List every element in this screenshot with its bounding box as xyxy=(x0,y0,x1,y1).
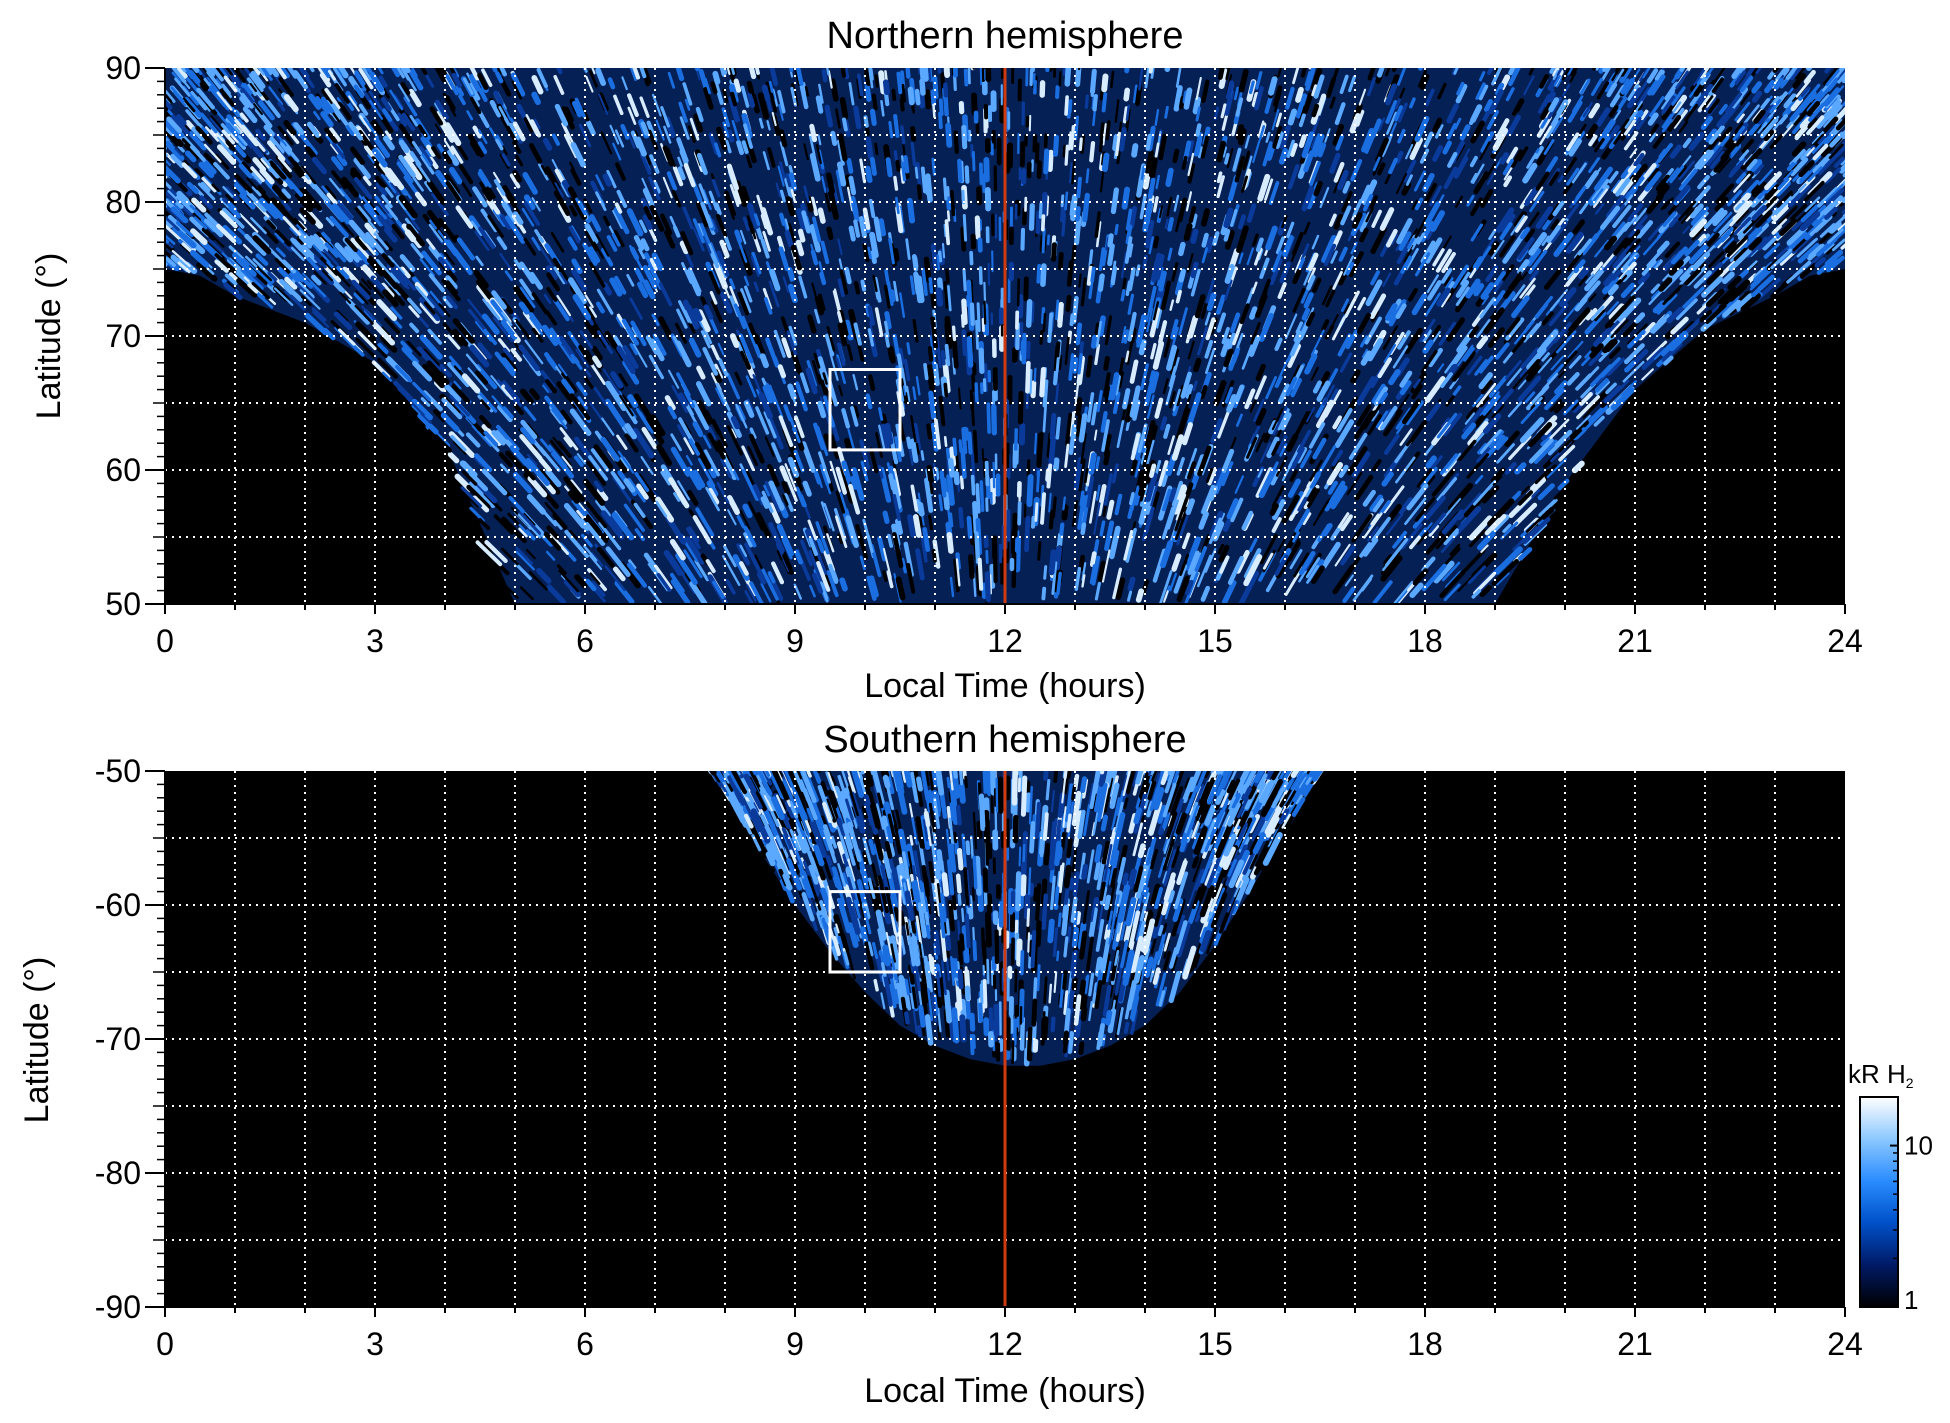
colorbar: kR H2 10 1 xyxy=(1848,1059,1933,1315)
colorbar-ticks: 10 1 xyxy=(1890,1096,1933,1315)
south-x-tick-label: 3 xyxy=(366,1326,384,1362)
colorbar-tick-label: 1 xyxy=(1904,1285,1918,1315)
north-y-tick-label: 80 xyxy=(105,184,141,220)
south-x-tick-label: 18 xyxy=(1407,1326,1443,1362)
north-panel: Northern hemisphere 0 3 6 9 12 15 18 21 24 50 60 70… xyxy=(30,15,1863,705)
north-xlabel: Local Time (hours) xyxy=(864,667,1146,705)
south-xlabel: Local Time (hours) xyxy=(864,1372,1146,1410)
south-y-tick-label: -70 xyxy=(95,1021,141,1057)
south-ylabel: Latitude (°) xyxy=(18,957,56,1124)
colorbar-tick-label: 10 xyxy=(1904,1131,1933,1161)
north-x-tick-label: 9 xyxy=(786,623,804,659)
south-title: Southern hemisphere xyxy=(823,719,1186,761)
north-x-tick-label: 15 xyxy=(1197,623,1233,659)
north-y-tick-label: 50 xyxy=(105,586,141,622)
north-y-tick-label: 70 xyxy=(105,318,141,354)
north-x-tick-label: 3 xyxy=(366,623,384,659)
south-x-tick-label: 9 xyxy=(786,1326,804,1362)
north-x-tick-label: 12 xyxy=(987,623,1023,659)
north-x-tick-label: 24 xyxy=(1827,623,1863,659)
north-y-tick-label: 60 xyxy=(105,452,141,488)
colorbar-label-main: kR H xyxy=(1848,1059,1906,1089)
north-x-tick-label: 0 xyxy=(156,623,174,659)
south-x-tick-label: 24 xyxy=(1827,1326,1863,1362)
south-x-tick-label: 12 xyxy=(987,1326,1023,1362)
south-x-tick-label: 6 xyxy=(576,1326,594,1362)
south-x-tick-label: 21 xyxy=(1617,1326,1653,1362)
north-ylabel: Latitude (°) xyxy=(30,253,68,420)
south-y-tick-label: -60 xyxy=(95,887,141,923)
colorbar-gradient xyxy=(1859,1096,1899,1308)
south-x-tick-label: 0 xyxy=(156,1326,174,1362)
south-panel: Southern hemisphere 0 3 6 9 12 15 18 21 24 -50 -60… xyxy=(18,719,1863,1410)
north-axes: 0 3 6 9 12 15 18 21 24 50 60 70 80 90 xyxy=(105,50,1862,659)
south-y-tick-label: -80 xyxy=(95,1155,141,1191)
south-y-tick-label: -90 xyxy=(95,1289,141,1325)
north-x-tick-label: 6 xyxy=(576,623,594,659)
north-highlight-box xyxy=(828,368,902,452)
colorbar-label-subscript: 2 xyxy=(1906,1075,1914,1091)
south-x-tick-label: 15 xyxy=(1197,1326,1233,1362)
north-y-tick-label: 90 xyxy=(105,50,141,86)
north-x-tick-label: 21 xyxy=(1617,623,1653,659)
north-title: Northern hemisphere xyxy=(827,15,1184,57)
colorbar-label: kR H2 xyxy=(1848,1059,1914,1091)
north-x-tick-label: 18 xyxy=(1407,623,1443,659)
south-y-tick-label: -50 xyxy=(95,753,141,789)
south-highlight-box xyxy=(828,890,902,974)
south-axes: 0 3 6 9 12 15 18 21 24 -50 -60 -70 -80 -90 xyxy=(95,753,1863,1362)
